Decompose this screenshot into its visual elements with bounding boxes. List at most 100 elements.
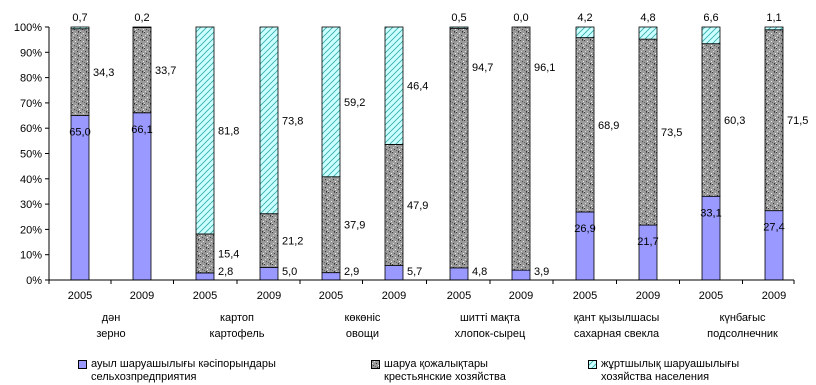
data-label-agri-enterprises: 33,1 [700, 207, 721, 219]
x-tick-label: 2009 [130, 290, 154, 302]
group-label-ru: сахарная свекла [574, 328, 660, 340]
legend-label-kz: жұртшылық шаруашылығы [601, 358, 739, 371]
bar-segment-agri-enterprises [322, 273, 340, 280]
bar-segment-peasant-farms [702, 44, 720, 197]
legend-label-kz: шаруа қожалықтары [384, 358, 506, 371]
x-tick-label: 2005 [447, 290, 471, 302]
bar-segment-peasant-farms [765, 30, 783, 211]
data-label-households: 0,5 [451, 12, 466, 24]
legend-swatch-peasant-farms [371, 360, 380, 369]
bar-segment-households [260, 27, 278, 214]
data-label-peasant-farms: 73,5 [661, 127, 682, 139]
y-tick-label: 0% [26, 275, 42, 287]
x-tick-label: 2009 [636, 290, 660, 302]
data-label-households: 0,0 [513, 12, 528, 24]
legend-label-ru: сельхозпредприятия [91, 371, 276, 384]
bar-segment-households [639, 27, 657, 39]
bar-segment-households [702, 27, 720, 44]
bar-segment-peasant-farms [196, 234, 214, 273]
y-tick-label: 90% [20, 47, 42, 59]
bar-segment-households [196, 27, 214, 234]
x-tick-label: 2009 [257, 290, 281, 302]
group-label-ru: подсолнечник [707, 328, 778, 340]
x-axis: 2005 2009 2005 2009 2005 2009 2005 2009 2005 2009… [49, 280, 794, 340]
data-label-peasant-farms: 34,3 [93, 67, 114, 79]
x-tick-label: 2009 [382, 290, 406, 302]
data-label-peasant-farms: 68,9 [598, 120, 619, 132]
bar-segment-agri-enterprises [196, 273, 214, 280]
data-label-agri-enterprises: 2,8 [218, 266, 233, 278]
group-label-kz: шитті мақта [460, 312, 521, 324]
data-label-households: 59,2 [344, 97, 365, 109]
legend: ауыл шаруашылығы кәсіпорындары сельхозпр… [0, 358, 816, 385]
bar-segment-households [765, 27, 783, 30]
legend-label-kz: ауыл шаруашылығы кәсіпорындары [91, 358, 276, 371]
x-tick-label: 2005 [68, 290, 92, 302]
group-label-ru: хлопок-сырец [455, 328, 526, 340]
data-label-peasant-farms: 15,4 [218, 248, 239, 260]
y-tick-label: 50% [20, 149, 42, 161]
bar-segment-agri-enterprises [133, 113, 151, 280]
bar-segment-households [322, 27, 340, 177]
group-label-kz: дән [102, 312, 121, 324]
bar-segment-peasant-farms [133, 28, 151, 113]
bar-segment-peasant-farms [512, 27, 530, 270]
x-tick-label: 2005 [699, 290, 723, 302]
y-tick-label: 40% [20, 174, 42, 186]
data-label-agri-enterprises: 66,1 [131, 124, 152, 136]
bar-segment-agri-enterprises [71, 116, 89, 280]
bar-segment-peasant-farms [260, 214, 278, 268]
data-label-agri-enterprises: 27,4 [763, 222, 784, 234]
data-label-peasant-farms: 71,5 [787, 115, 808, 127]
data-label-peasant-farms: 96,1 [534, 62, 555, 74]
data-label-agri-enterprises: 5,0 [282, 266, 297, 278]
y-tick-label: 70% [20, 98, 42, 110]
x-tick-label: 2009 [509, 290, 533, 302]
data-label-agri-enterprises: 21,7 [637, 236, 658, 248]
data-label-agri-enterprises: 5,7 [407, 266, 422, 278]
bar-segment-households [576, 27, 594, 38]
data-label-households: 1,1 [766, 12, 781, 24]
bar-segment-households [385, 27, 403, 144]
group-label-kz: көкөніс [345, 312, 381, 324]
data-label-households: 81,8 [218, 125, 239, 137]
data-label-peasant-farms: 60,3 [724, 115, 745, 127]
data-label-peasant-farms: 37,9 [344, 220, 365, 232]
legend-swatch-agri-enterprises [78, 360, 87, 369]
bar-segment-agri-enterprises [639, 225, 657, 280]
legend-swatch-households [588, 360, 597, 369]
bar-segment-peasant-farms [450, 28, 468, 268]
y-tick-label: 80% [20, 73, 42, 85]
bar-segment-peasant-farms [576, 38, 594, 212]
data-label-agri-enterprises: 4,8 [472, 266, 487, 278]
bar-segment-agri-enterprises [385, 266, 403, 280]
bar-segment-peasant-farms [71, 29, 89, 116]
data-label-households: 73,8 [282, 115, 303, 127]
data-label-households: 6,6 [703, 12, 718, 24]
data-label-agri-enterprises: 3,9 [534, 266, 549, 278]
data-label-agri-enterprises: 2,9 [344, 266, 359, 278]
bar-segment-agri-enterprises [260, 267, 278, 280]
data-label-households: 46,4 [407, 81, 428, 93]
bar-segment-agri-enterprises [512, 270, 530, 280]
x-tick-label: 2005 [319, 290, 343, 302]
y-tick-label: 30% [20, 199, 42, 211]
data-label-peasant-farms: 21,2 [282, 236, 303, 248]
y-axis: 0% 10% 20% 30% 40% 50% 60% 70% 80% 90% 100% [14, 22, 49, 287]
y-tick-label: 20% [20, 224, 42, 236]
data-label-agri-enterprises: 26,9 [574, 223, 595, 235]
x-tick-label: 2005 [193, 290, 217, 302]
y-tick-label: 10% [20, 250, 42, 262]
bars [71, 27, 783, 280]
bar-segment-households [450, 27, 468, 28]
legend-label-ru: хозяйства населения [601, 371, 739, 384]
data-label-households: 4,2 [577, 12, 592, 24]
group-label-ru: зерно [96, 328, 125, 340]
data-label-peasant-farms: 47,9 [407, 200, 428, 212]
bar-segment-households [133, 27, 151, 28]
group-label-kz: күнбағыс [720, 312, 766, 324]
bar-segment-agri-enterprises [450, 268, 468, 280]
data-label-households: 4,8 [640, 12, 655, 24]
group-label-ru: овощи [346, 328, 379, 340]
